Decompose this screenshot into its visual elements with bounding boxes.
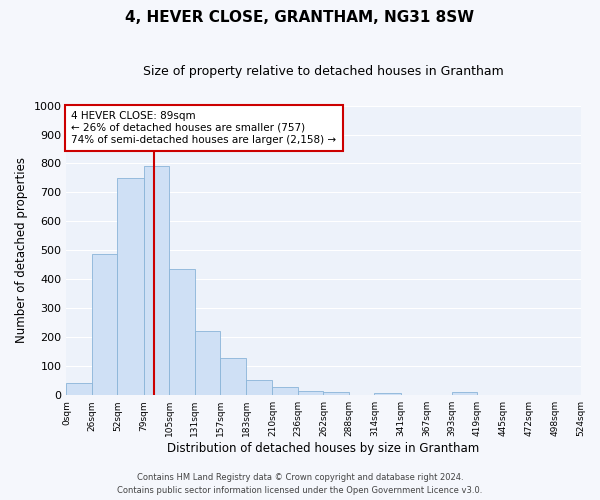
Bar <box>67 383 92 395</box>
Bar <box>374 393 401 395</box>
Bar <box>220 358 246 395</box>
Bar <box>169 268 195 395</box>
X-axis label: Distribution of detached houses by size in Grantham: Distribution of detached houses by size … <box>167 442 479 455</box>
Bar <box>195 332 220 395</box>
Bar <box>298 391 323 395</box>
Bar <box>323 392 349 395</box>
Text: 4 HEVER CLOSE: 89sqm
← 26% of detached houses are smaller (757)
74% of semi-deta: 4 HEVER CLOSE: 89sqm ← 26% of detached h… <box>71 112 337 144</box>
Text: 4, HEVER CLOSE, GRANTHAM, NG31 8SW: 4, HEVER CLOSE, GRANTHAM, NG31 8SW <box>125 10 475 25</box>
Bar <box>118 178 144 395</box>
Bar <box>272 387 298 395</box>
Bar <box>92 254 118 395</box>
Title: Size of property relative to detached houses in Grantham: Size of property relative to detached ho… <box>143 65 504 78</box>
Bar <box>452 392 478 395</box>
Bar <box>246 380 272 395</box>
Y-axis label: Number of detached properties: Number of detached properties <box>15 158 28 344</box>
Text: Contains HM Land Registry data © Crown copyright and database right 2024.
Contai: Contains HM Land Registry data © Crown c… <box>118 474 482 495</box>
Bar <box>144 166 169 395</box>
